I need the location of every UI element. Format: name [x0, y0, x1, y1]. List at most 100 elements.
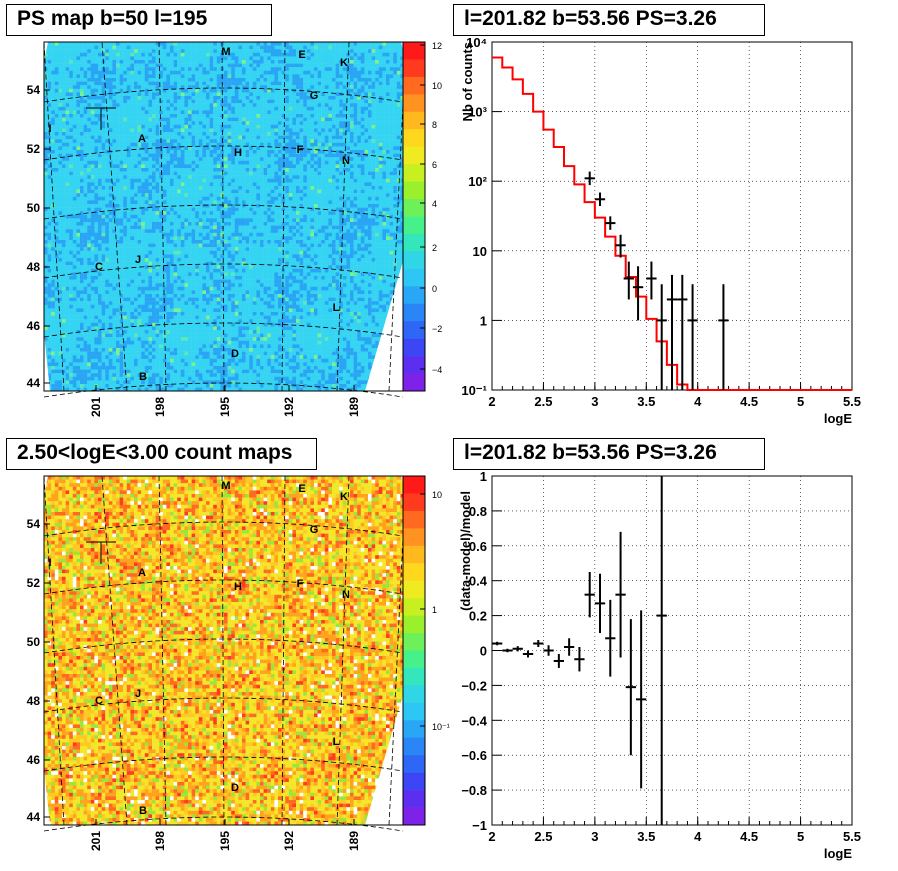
y-tick-label: −1 — [472, 818, 487, 833]
source-label-k: K — [340, 57, 348, 69]
x-tick-label: 4 — [694, 394, 702, 409]
spectrum-plot — [492, 42, 852, 390]
source-label-l: L — [333, 302, 340, 314]
lat-tick-label: 50 — [27, 635, 41, 649]
lat-tick-label: 48 — [27, 260, 41, 274]
source-label-g: G — [310, 90, 319, 102]
lat-tick-label: 44 — [27, 376, 41, 390]
y-axis-label: Nb of counts — [460, 42, 475, 121]
source-label-j: J — [135, 254, 141, 266]
source-label-h: H — [234, 581, 242, 593]
x-tick-label: 3.5 — [637, 394, 655, 409]
x-tick-label: 4 — [694, 829, 702, 844]
y-tick-label: −0.2 — [461, 678, 487, 693]
x-tick-label: 5.5 — [843, 394, 861, 409]
colorbar-tick-label: 10 — [432, 81, 442, 91]
colorbar-tick-label: 4 — [432, 199, 437, 209]
lon-tick-label: 189 — [347, 397, 361, 417]
source-label-n: N — [342, 589, 350, 601]
y-tick-label: 10⁻¹ — [461, 383, 487, 398]
source-label-l: L — [333, 736, 340, 748]
ps-map-panel — [44, 42, 406, 397]
source-label-n: N — [342, 155, 350, 167]
lat-tick-label: 52 — [27, 142, 41, 156]
source-label-d: D — [231, 348, 239, 360]
y-tick-label: 0 — [480, 644, 487, 659]
x-tick-label: 2 — [488, 394, 495, 409]
source-label-m: M — [221, 46, 230, 58]
colorbar-tick-label: 10 — [432, 490, 442, 500]
x-tick-label: 5.5 — [843, 829, 861, 844]
x-tick-label: 3 — [591, 829, 598, 844]
residual-title: l=201.82 b=53.56 PS=3.26 — [453, 438, 765, 470]
source-label-f: F — [297, 578, 304, 590]
x-axis-label: logE — [824, 846, 852, 861]
lat-tick-label: 54 — [27, 83, 41, 97]
spectrum-title: l=201.82 b=53.56 PS=3.26 — [453, 4, 765, 36]
colorbar-tick-label: 2 — [432, 243, 437, 253]
y-tick-label: 1 — [480, 313, 487, 328]
source-label-g: G — [310, 524, 319, 536]
y-tick-label: −0.6 — [461, 748, 487, 763]
residual-plot — [492, 476, 852, 825]
source-label-i: I — [48, 557, 51, 569]
lon-tick-label: 198 — [153, 397, 167, 417]
x-tick-label: 2.5 — [534, 394, 552, 409]
colorbar-tick-label: 1 — [432, 605, 437, 615]
x-tick-label: 2 — [488, 829, 495, 844]
source-label-c: C — [95, 695, 103, 707]
map-bottom-title: 2.50<logE<3.00 count maps — [6, 438, 317, 470]
colorbar-tick-label: 10⁻¹ — [432, 722, 450, 732]
colorbar-tick-label: 12 — [432, 41, 442, 51]
source-label-j: J — [135, 688, 141, 700]
lat-tick-label: 54 — [27, 517, 41, 531]
y-tick-label: −0.8 — [461, 783, 487, 798]
source-label-b: B — [139, 805, 147, 817]
colorbar-tick-label: −4 — [432, 365, 442, 375]
source-label-h: H — [234, 147, 242, 159]
lat-tick-label: 52 — [27, 576, 41, 590]
source-label-m: M — [221, 480, 230, 492]
colorbar-tick-label: 8 — [432, 120, 437, 130]
source-label-d: D — [231, 782, 239, 794]
map-top-title: PS map b=50 l=195 — [6, 4, 272, 36]
lon-tick-label: 201 — [89, 831, 103, 851]
lon-tick-label: 192 — [282, 397, 296, 417]
source-label-e: E — [298, 483, 305, 495]
colorbar-tick-label: 0 — [432, 284, 437, 294]
source-label-b: B — [139, 371, 147, 383]
lat-tick-label: 50 — [27, 201, 41, 215]
y-tick-label: 10² — [468, 174, 487, 189]
lon-tick-label: 192 — [282, 831, 296, 851]
source-label-e: E — [298, 49, 305, 61]
source-label-f: F — [297, 144, 304, 156]
lat-tick-label: 46 — [27, 753, 41, 767]
source-label-a: A — [138, 567, 146, 579]
x-tick-label: 3.5 — [637, 829, 655, 844]
lon-tick-label: 198 — [153, 831, 167, 851]
lon-tick-label: 189 — [347, 831, 361, 851]
x-tick-label: 3 — [591, 394, 598, 409]
source-label-c: C — [95, 261, 103, 273]
lon-tick-label: 195 — [218, 397, 232, 417]
lat-tick-label: 48 — [27, 694, 41, 708]
colorbar-tick-label: −2 — [432, 324, 442, 334]
x-tick-label: 4.5 — [740, 829, 758, 844]
x-tick-label: 5 — [797, 394, 804, 409]
source-label-k: K — [340, 491, 348, 503]
lat-tick-label: 44 — [27, 810, 41, 824]
source-label-i: I — [48, 123, 51, 135]
y-tick-label: 1 — [480, 469, 487, 484]
y-axis-label: (data-model)/model — [458, 491, 473, 611]
y-tick-label: 10 — [473, 244, 487, 259]
count-colorbar — [403, 476, 425, 825]
lon-tick-label: 195 — [218, 831, 232, 851]
count-map-panel — [44, 476, 406, 831]
x-axis-label: logE — [824, 411, 852, 426]
lat-tick-label: 46 — [27, 319, 41, 333]
x-tick-label: 5 — [797, 829, 804, 844]
source-label-a: A — [138, 133, 146, 145]
ps-colorbar — [403, 42, 425, 391]
y-tick-label: −0.4 — [461, 713, 487, 728]
